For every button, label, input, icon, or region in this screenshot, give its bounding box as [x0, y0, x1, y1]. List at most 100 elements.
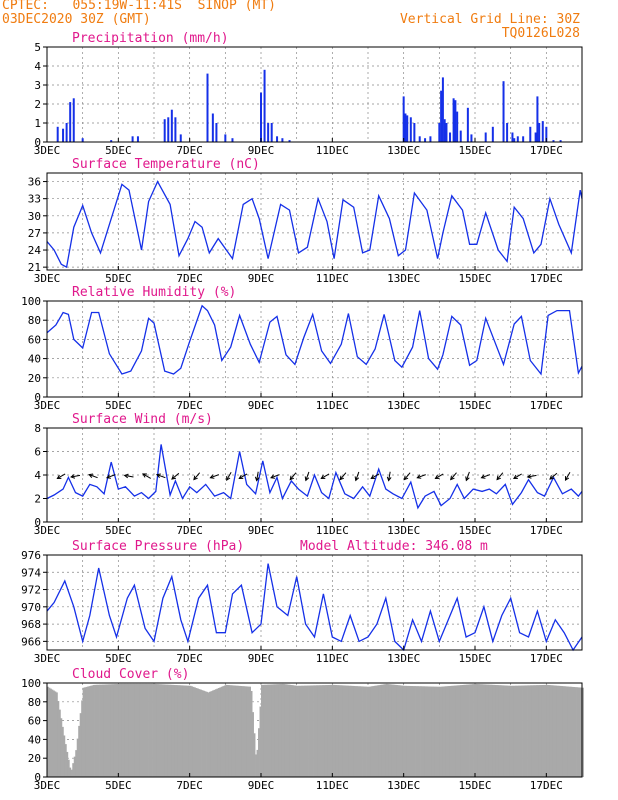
- cloud-bar: [323, 685, 326, 777]
- cloud-bar: [284, 684, 287, 777]
- cloud-bar: [131, 683, 134, 777]
- precip-bar: [224, 134, 227, 142]
- precip-bar: [69, 102, 72, 142]
- x-tick-label: 13DEC: [387, 399, 420, 412]
- wind-vector-arrow: [354, 471, 360, 482]
- cloud-bar: [543, 684, 546, 777]
- cloud-bar: [265, 684, 268, 777]
- precip-bar: [511, 132, 514, 142]
- cloud-bar: [482, 684, 485, 777]
- cloud-bar: [418, 686, 421, 777]
- cloud-bar: [198, 689, 201, 777]
- cloud-bar: [290, 685, 293, 777]
- cloud-bar: [330, 684, 333, 777]
- cloud-bar: [455, 685, 458, 777]
- cloud-bar: [460, 685, 463, 777]
- cloud-bar: [443, 686, 446, 777]
- cloud-bar: [170, 684, 173, 777]
- cloud-bar: [289, 684, 292, 777]
- cloud-bar: [431, 686, 434, 777]
- cloud-bar: [127, 683, 130, 777]
- wind-vector-arrow: [512, 473, 522, 479]
- precip-bar: [506, 123, 509, 142]
- cloud-bar: [338, 685, 341, 777]
- cloud-bar: [313, 685, 315, 777]
- cloud-bar: [541, 684, 544, 777]
- x-tick-label: 9DEC: [248, 779, 275, 792]
- cloud-bar: [146, 683, 149, 777]
- y-tick-label: 40: [28, 733, 41, 746]
- y-tick-label: 80: [28, 696, 41, 709]
- cloud-bar: [106, 684, 109, 777]
- cloud-bar: [470, 684, 473, 777]
- precip-bar: [211, 113, 214, 142]
- cloud-bar: [522, 685, 525, 777]
- precip-bar: [522, 136, 525, 142]
- x-tick-label: 15DEC: [458, 144, 491, 157]
- cloud-bar: [497, 685, 500, 777]
- cloud-bar: [582, 687, 584, 777]
- cloud-bar: [336, 685, 339, 777]
- cloud-bar: [48, 687, 51, 777]
- station-header: CPTEC: 055:19W-11:41S SINOP (MT): [2, 0, 276, 13]
- cloud-bar: [329, 684, 332, 777]
- humidity-line: [46, 304, 583, 376]
- y-tick-label: 5: [34, 41, 41, 54]
- cloud-bar: [115, 684, 118, 777]
- cloud-bar: [393, 684, 396, 777]
- cloud-bar: [362, 686, 364, 777]
- precip-bar: [536, 96, 539, 142]
- cloud-bar: [446, 686, 449, 777]
- cloud-bar: [483, 684, 486, 777]
- cloud-bar: [246, 686, 249, 777]
- precip-bar: [65, 123, 68, 142]
- cloud-bar: [527, 685, 529, 777]
- precip-bar: [402, 96, 405, 142]
- cloud-bar: [469, 684, 471, 777]
- x-tick-label: 9DEC: [248, 144, 275, 157]
- cloud-bar: [143, 683, 146, 777]
- precip-bar: [167, 117, 170, 142]
- cloud-bar: [113, 684, 116, 777]
- precip-bar: [260, 92, 262, 142]
- cloud-bar: [238, 685, 241, 777]
- cloud-bar: [66, 751, 69, 777]
- y-tick-label: 60: [28, 333, 41, 346]
- cloud-bar: [477, 684, 480, 777]
- cloud-bar: [302, 685, 305, 777]
- wind-vector-arrow: [370, 473, 380, 479]
- cloud-bar: [145, 683, 147, 777]
- y-tick-label: 2: [34, 98, 41, 111]
- precip-bar: [276, 136, 279, 142]
- cloud-bar: [369, 686, 372, 777]
- x-tick-label: 17DEC: [530, 399, 563, 412]
- cloud-bar: [52, 690, 55, 777]
- cloud-bar: [82, 687, 85, 777]
- cloud-bar: [562, 686, 565, 777]
- cloud-bar: [310, 685, 312, 777]
- wind-line: [46, 444, 583, 510]
- cloud-bar: [214, 689, 217, 777]
- wind-vector-arrow: [171, 472, 180, 480]
- x-tick-label: 9DEC: [248, 524, 275, 537]
- x-tick-label: 13DEC: [387, 144, 420, 157]
- cloud-bar: [208, 691, 211, 777]
- cloud-bar: [409, 685, 412, 777]
- cloud-bar: [266, 684, 269, 777]
- cloud-bar: [295, 685, 298, 777]
- cloud-bar: [565, 686, 568, 777]
- wind-vector-arrow: [549, 472, 558, 480]
- wind-vector-arrow: [193, 472, 201, 481]
- cloud-bar: [204, 691, 207, 777]
- cloud-bar: [405, 685, 408, 777]
- cloud-bar: [480, 684, 483, 777]
- cloud-bar: [467, 684, 470, 777]
- cloud-bar: [518, 685, 520, 777]
- precip-title: Precipitation (mm/h): [72, 31, 229, 46]
- cloud-bar: [250, 690, 253, 777]
- precip-bar: [170, 109, 173, 142]
- cloud-bar: [500, 685, 503, 777]
- precip-bar: [413, 123, 416, 142]
- y-tick-label: 8: [34, 422, 41, 435]
- cloud-bar: [524, 685, 526, 777]
